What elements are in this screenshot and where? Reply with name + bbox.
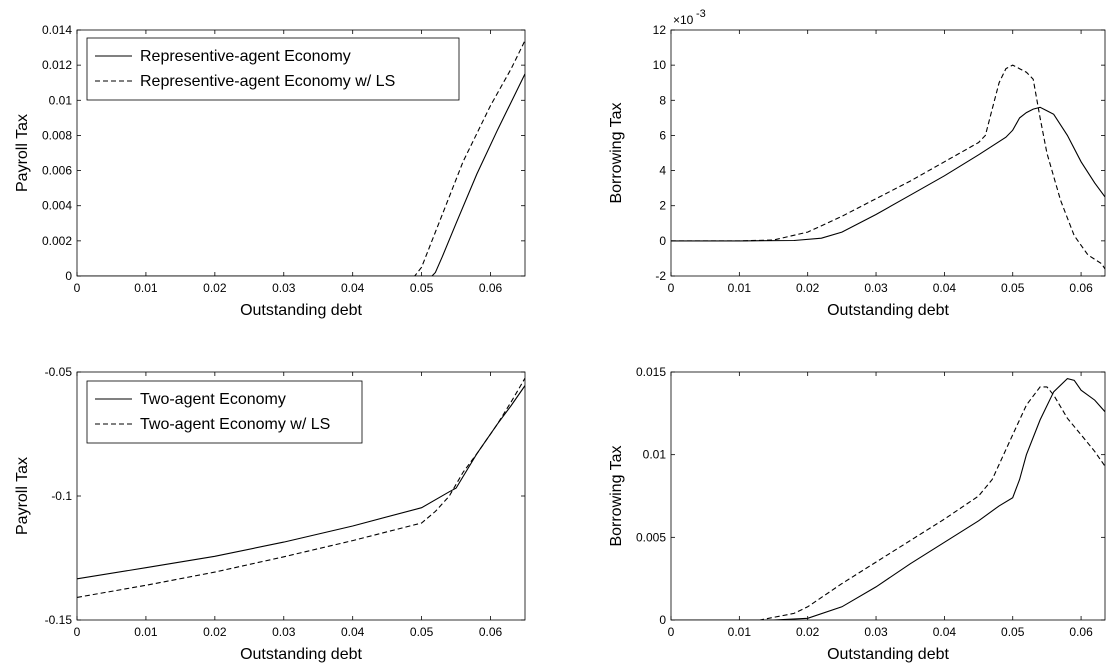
y-axis-label: Payroll Tax bbox=[14, 457, 31, 535]
series-line-dashed bbox=[77, 377, 525, 598]
x-tick-label: 0.02 bbox=[203, 625, 227, 639]
y-axis-label: Payroll Tax bbox=[14, 114, 31, 192]
panel-top-left: 0 0.01 0.02 0.03 0.04 0.05 0.06 0 0.002 0.004 0.00… bbox=[14, 23, 526, 319]
panel-bottom-right: 0 0.01 0.02 0.03 0.04 0.05 0.06 0 0.005 0.01 0.015… bbox=[608, 365, 1106, 663]
y-tick-label: 0.002 bbox=[42, 234, 72, 248]
x-tick-label: 0.05 bbox=[1001, 625, 1025, 639]
x-tick-label: 0 bbox=[74, 281, 81, 295]
x-axis-label: Outstanding debt bbox=[827, 302, 949, 319]
y-scale-exponent: -3 bbox=[696, 8, 706, 20]
y-tick-label: 0 bbox=[659, 234, 666, 248]
y-tick-label: 0 bbox=[65, 269, 72, 283]
y-tick-label: 0.015 bbox=[636, 365, 666, 379]
series-line-solid bbox=[671, 377, 1105, 620]
y-tick-label: 0.005 bbox=[636, 530, 666, 544]
x-tick-label: 0.06 bbox=[479, 625, 503, 639]
y-tick-label: 0 bbox=[659, 613, 666, 627]
panel-top-right: 0 0.01 0.02 0.03 0.04 0.05 0.06-2024681012×10-… bbox=[608, 8, 1106, 319]
legend-label: Two-agent Economy bbox=[140, 391, 286, 408]
y-tick-label: 0.012 bbox=[42, 58, 72, 72]
x-tick-label: 0.01 bbox=[134, 625, 158, 639]
x-tick-label: 0 bbox=[668, 625, 675, 639]
x-axis-label: Outstanding debt bbox=[240, 646, 362, 663]
panel-bottom-left: 0 0.01 0.02 0.03 0.04 0.05 0.06 -0.15 -0.1 -0.05 O… bbox=[14, 365, 526, 663]
x-tick-label: 0.03 bbox=[272, 281, 296, 295]
x-tick-label: 0.06 bbox=[479, 281, 503, 295]
x-tick-label: 0.01 bbox=[728, 625, 752, 639]
y-tick-label: 8 bbox=[659, 93, 666, 107]
y-tick-label: -2 bbox=[655, 269, 666, 283]
legend-label: Two-agent Economy w/ LS bbox=[140, 416, 330, 433]
series-line-solid bbox=[77, 73, 525, 276]
series-line-dashed bbox=[671, 64, 1105, 270]
y-tick-label: -0.05 bbox=[45, 365, 73, 379]
x-tick-label: 0.02 bbox=[796, 625, 820, 639]
y-tick-label: 0.008 bbox=[42, 128, 72, 142]
legend: Representive-agent Economy Representive-a… bbox=[86, 37, 460, 101]
y-tick-label: 10 bbox=[653, 58, 667, 72]
x-tick-label: 0.01 bbox=[134, 281, 158, 295]
x-tick-label: 0.03 bbox=[864, 625, 888, 639]
series-line-dashed bbox=[77, 40, 525, 276]
x-tick-label: 0.04 bbox=[933, 281, 957, 295]
x-tick-label: 0.05 bbox=[1001, 281, 1025, 295]
x-tick-label: 0.03 bbox=[864, 281, 888, 295]
y-tick-label: 0.004 bbox=[42, 199, 72, 213]
series-line-dashed bbox=[671, 386, 1105, 620]
x-axis-label: Outstanding debt bbox=[827, 646, 949, 663]
x-tick-label: 0.06 bbox=[1069, 281, 1093, 295]
x-tick-label: 0 bbox=[74, 625, 81, 639]
y-tick-label: 0.006 bbox=[42, 164, 72, 178]
y-tick-label: 0.01 bbox=[643, 448, 667, 462]
legend-box bbox=[86, 380, 363, 444]
y-tick-label: 6 bbox=[659, 128, 666, 142]
legend: Two-agent Economy Two-agent Economy w/ LS bbox=[86, 380, 363, 444]
y-tick-label: 2 bbox=[659, 199, 666, 213]
legend-label: Representive-agent Economy w/ LS bbox=[140, 73, 395, 90]
x-tick-label: 0.05 bbox=[410, 625, 434, 639]
x-tick-label: 0.01 bbox=[728, 281, 752, 295]
y-tick-label: 0.01 bbox=[49, 93, 73, 107]
y-axis-label: Borrowing Tax bbox=[608, 445, 625, 546]
x-tick-label: 0 bbox=[668, 281, 675, 295]
y-tick-label: -0.1 bbox=[51, 489, 72, 503]
y-tick-label: -0.15 bbox=[45, 613, 73, 627]
x-tick-label: 0.05 bbox=[410, 281, 434, 295]
x-axis-label: Outstanding debt bbox=[240, 302, 362, 319]
legend-label: Representive-agent Economy bbox=[140, 48, 351, 65]
x-tick-label: 0.03 bbox=[272, 625, 296, 639]
legend-box bbox=[86, 37, 460, 101]
x-tick-label: 0.02 bbox=[203, 281, 227, 295]
x-tick-label: 0.06 bbox=[1069, 625, 1093, 639]
y-tick-label: 12 bbox=[653, 23, 667, 37]
x-tick-label: 0.04 bbox=[341, 281, 365, 295]
x-tick-label: 0.02 bbox=[796, 281, 820, 295]
y-tick-label: 4 bbox=[659, 164, 666, 178]
y-scale-multiplier: ×10 bbox=[673, 13, 694, 27]
y-axis-label: Borrowing Tax bbox=[608, 102, 625, 203]
series-line-solid bbox=[671, 106, 1105, 242]
plot-area bbox=[670, 371, 1106, 621]
x-tick-label: 0.04 bbox=[341, 625, 365, 639]
plot-area bbox=[670, 29, 1106, 277]
x-tick-label: 0.04 bbox=[933, 625, 957, 639]
y-tick-label: 0.014 bbox=[42, 23, 72, 37]
